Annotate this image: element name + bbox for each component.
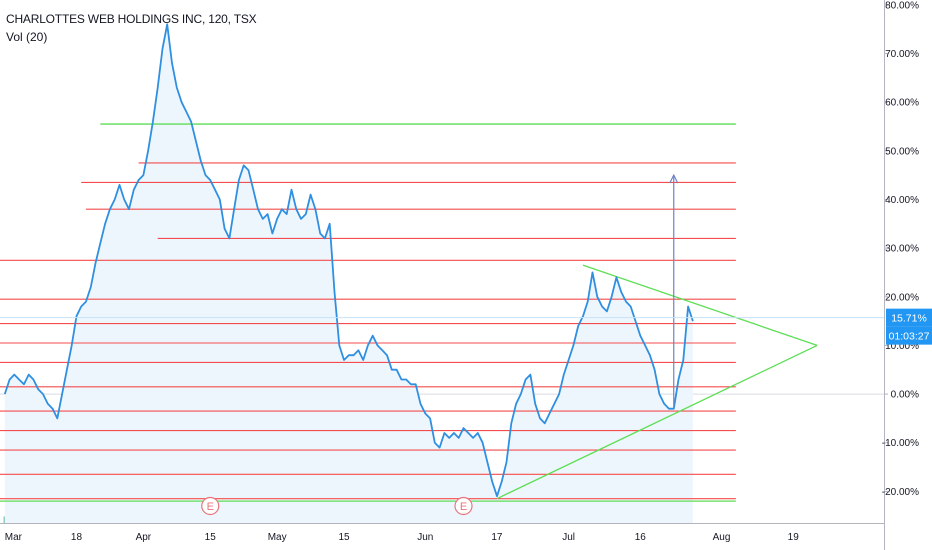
x-tick-label: 17 [491,532,503,543]
x-tick-label: Apr [136,532,152,543]
x-tick-label: Jul [562,532,575,543]
price-area-fill [4,24,693,524]
price-badges-layer: 15.71% 01:03:27 [0,308,932,345]
y-tick-label: -20.00% [882,487,919,498]
x-tick-label: 15 [338,532,350,543]
price-line-layer [3,23,694,498]
x-tick-label: 18 [71,532,83,543]
y-tick-label: 0.00% [891,390,919,401]
y-tick-label: 80.00% [885,0,919,11]
projection-arrow-layer [669,173,679,409]
countdown-value: 01:03:27 [889,331,930,343]
earnings-marker-icon [454,496,473,516]
x-tick-label: Aug [713,532,731,543]
x-tick-label: 16 [635,532,647,543]
y-tick-label: 30.00% [885,244,919,255]
earnings-marker-icon [201,496,220,516]
x-tick-label: 15 [205,532,217,543]
horizontal-levels-layer [0,162,736,500]
earnings-marker-label: E [460,501,467,513]
volume-indicator-label[interactable]: Vol (20) [6,30,48,44]
last-change-value: 15.71% [891,313,927,325]
x-tick-label: May [268,532,287,543]
y-tick-label: 50.00% [885,146,919,157]
price-area-layer [4,24,693,524]
earnings-marker-label: E [207,501,214,513]
projection-arrow-head [669,173,679,184]
trend-lines-layer [0,123,818,502]
price-line [3,23,694,498]
volume-bar [3,516,6,523]
trend-line [582,264,818,347]
y-tick-label: 40.00% [885,195,919,206]
y-tick-label: -10.00% [882,438,919,449]
x-tick-label: Jun [417,532,433,543]
x-tick-label: Mar [5,532,23,543]
chart-legend: CHARLOTTES WEB HOLDINGS INC, 120, TSX Vo… [6,10,257,46]
countdown-badge [886,326,932,345]
y-tick-label: 60.00% [885,98,919,109]
y-tick-label: 10.00% [885,341,919,352]
x-tick-label: 19 [788,532,800,543]
y-tick-label: 20.00% [885,292,919,303]
symbol-title[interactable]: CHARLOTTES WEB HOLDINGS INC, 120, TSX [6,12,257,26]
y-tick-label: 70.00% [885,49,919,60]
last-change-badge [886,308,932,327]
trend-line [496,344,818,500]
price-scale-bg [884,0,932,550]
